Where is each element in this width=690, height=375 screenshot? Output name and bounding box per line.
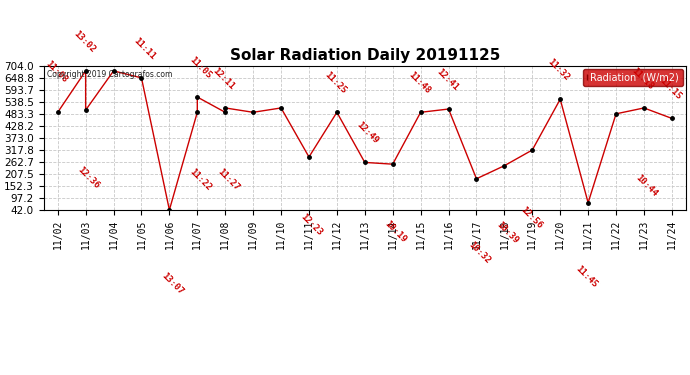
Text: 12:49: 12:49: [355, 120, 380, 146]
Text: 12:11: 12:11: [211, 66, 237, 91]
Text: 11:45: 11:45: [574, 264, 600, 290]
Text: 12:56: 12:56: [518, 205, 544, 230]
Text: 11:15: 11:15: [658, 76, 683, 102]
Text: 11:05: 11:05: [188, 55, 213, 80]
Text: 12:41: 12:41: [435, 67, 460, 92]
Text: 10:19: 10:19: [383, 219, 408, 244]
Text: 12:23: 12:23: [299, 211, 324, 237]
Title: Solar Radiation Daily 20191125: Solar Radiation Daily 20191125: [230, 48, 500, 63]
Text: 11:48: 11:48: [406, 70, 432, 95]
Legend: Radiation  (W/m2): Radiation (W/m2): [584, 69, 683, 86]
Text: 11:27: 11:27: [215, 167, 241, 192]
Text: 12:36: 12:36: [76, 165, 101, 190]
Text: 13:02: 13:02: [72, 28, 97, 54]
Text: 10:39: 10:39: [495, 220, 520, 246]
Text: 11:25: 11:25: [323, 70, 348, 95]
Text: 11:32: 11:32: [546, 57, 571, 82]
Text: 11:22: 11:22: [188, 167, 213, 192]
Text: Copyright 2019 Cartografos.com: Copyright 2019 Cartografos.com: [47, 70, 172, 79]
Text: 11:11: 11:11: [132, 36, 157, 61]
Text: 13:07: 13:07: [159, 271, 185, 297]
Text: 11:18: 11:18: [630, 66, 656, 91]
Text: 10:32: 10:32: [466, 240, 492, 266]
Text: 10:44: 10:44: [634, 173, 660, 198]
Text: 11:08: 11:08: [43, 59, 69, 85]
